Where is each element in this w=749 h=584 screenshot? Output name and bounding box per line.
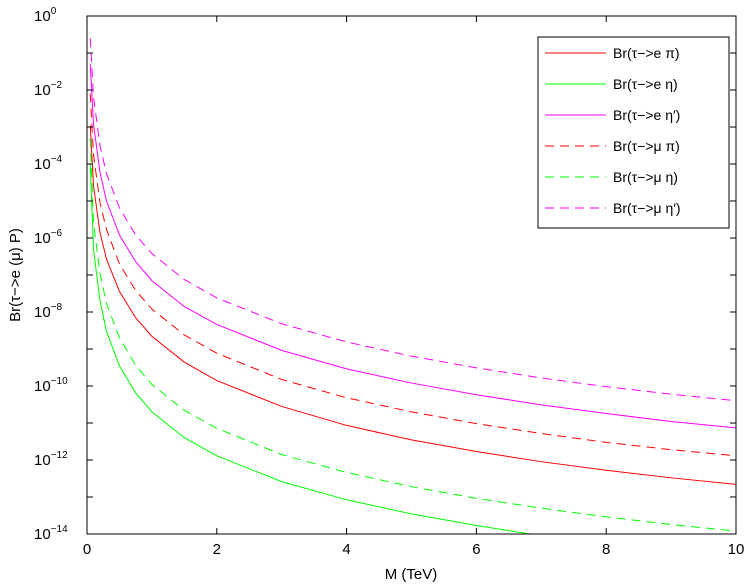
y-tick-base: 10 bbox=[34, 156, 51, 173]
series-line-2 bbox=[89, 163, 534, 534]
y-axis-title: Br(τ−>e (μ) P) bbox=[7, 228, 24, 322]
y-tick-exponent: −14 bbox=[51, 524, 68, 535]
y-tick-exponent: 0 bbox=[51, 6, 57, 17]
series-line-6 bbox=[89, 38, 736, 402]
y-tick-label: 10−4 bbox=[34, 154, 63, 173]
axis-ticks bbox=[86, 15, 737, 535]
y-tick-exponent: −4 bbox=[51, 154, 63, 165]
y-tick-label: 10−10 bbox=[34, 376, 68, 395]
x-tick-label: 0 bbox=[83, 541, 91, 558]
y-tick-base: 10 bbox=[34, 230, 51, 247]
x-tick-label: 4 bbox=[342, 541, 350, 558]
legend: Br(τ−>e π) Br(τ−>e η) Br(τ−>e η′) Br(τ−>μ π… bbox=[537, 36, 730, 229]
y-tick-exponent: −10 bbox=[51, 376, 68, 387]
legend-label-5: Br(τ−>μ η) bbox=[613, 169, 678, 185]
x-tick-labels: 0 2 4 6 8 10 bbox=[83, 541, 745, 558]
series-lines bbox=[89, 38, 736, 534]
x-tick-label: 2 bbox=[213, 541, 221, 558]
y-tick-label: 10−8 bbox=[34, 302, 63, 321]
y-tick-base: 10 bbox=[34, 304, 51, 321]
series-line-4 bbox=[89, 93, 736, 457]
y-tick-label: 10−6 bbox=[34, 228, 63, 247]
y-tick-label: 10−2 bbox=[34, 80, 63, 99]
legend-label-2: Br(τ−>e η) bbox=[613, 76, 678, 92]
y-tick-base: 10 bbox=[34, 8, 51, 25]
y-tick-base: 10 bbox=[34, 378, 51, 395]
y-tick-label: 10−14 bbox=[34, 524, 68, 543]
y-tick-base: 10 bbox=[34, 526, 51, 543]
legend-label-4: Br(τ−>μ π) bbox=[613, 138, 680, 154]
y-tick-base: 10 bbox=[34, 452, 51, 469]
x-axis-title: M (TeV) bbox=[385, 566, 438, 583]
series-line-1 bbox=[89, 125, 736, 485]
x-tick-label: 8 bbox=[602, 541, 610, 558]
y-tick-base: 10 bbox=[34, 82, 51, 99]
series-line-3 bbox=[89, 64, 736, 429]
series-line-5 bbox=[89, 138, 736, 532]
y-tick-label: 10−12 bbox=[34, 450, 68, 469]
legend-label-3: Br(τ−>e η′) bbox=[613, 107, 680, 123]
y-tick-exponent: −6 bbox=[51, 228, 63, 239]
y-tick-exponent: −12 bbox=[51, 450, 68, 461]
y-tick-exponent: −2 bbox=[51, 80, 63, 91]
legend-label-1: Br(τ−>e π) bbox=[613, 45, 680, 61]
y-tick-exponent: −8 bbox=[51, 302, 63, 313]
legend-box bbox=[537, 36, 730, 229]
y-tick-label: 100 bbox=[34, 6, 57, 25]
x-tick-label: 10 bbox=[728, 541, 745, 558]
x-tick-label: 6 bbox=[472, 541, 480, 558]
legend-label-6: Br(τ−>μ η′) bbox=[613, 200, 681, 216]
